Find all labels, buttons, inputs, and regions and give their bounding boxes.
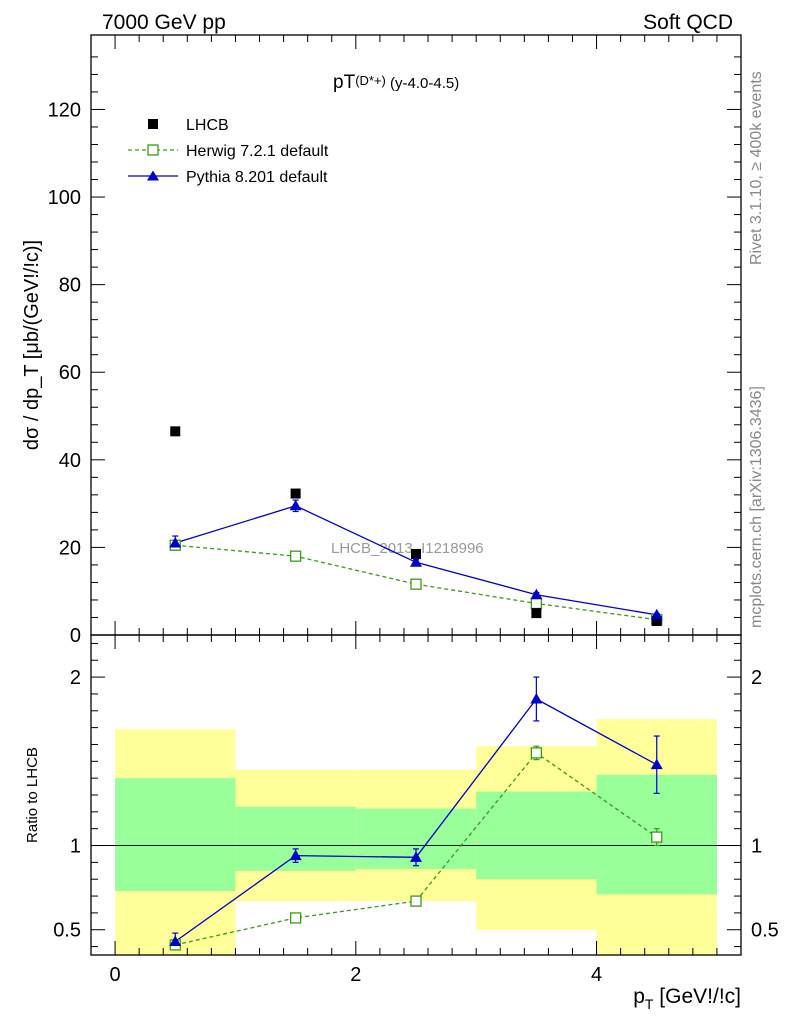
lhcb-point <box>651 615 662 626</box>
ratio-ticks: 0 2 4 0.5 0.5 1 1 2 2 <box>53 635 779 986</box>
legend-marker-herwig <box>147 144 159 156</box>
main-panel: LHCB_2013_I1218996 0 20 40 60 80 100 120 pT(D*… <box>21 34 742 647</box>
herwig-point <box>289 550 302 562</box>
header-right-label: Soft QCD <box>643 11 733 34</box>
ratio-pythia-point <box>410 851 422 862</box>
ratio-ytick-label-left: 1 <box>70 836 81 858</box>
lhcb-point <box>170 426 181 437</box>
header-left-label: 7000 GeV pp <box>102 11 226 34</box>
ratio-xtick-label: 0 <box>110 964 121 986</box>
main-series-layer <box>169 426 663 626</box>
main-ytick-label: 120 <box>48 99 81 121</box>
ratio-herwig-point <box>410 895 422 907</box>
lhcb-point <box>531 608 542 619</box>
ratio-pythia-point <box>169 935 182 947</box>
ratio-ytick-label-right: 2 <box>751 667 762 689</box>
main-ytick-label: 40 <box>59 450 81 472</box>
pythia-point <box>289 499 302 511</box>
x-axis-label: pT [GeV!/!c] <box>633 985 741 1012</box>
ratio-herwig-point <box>651 831 663 843</box>
pythia-point <box>169 537 182 548</box>
main-ticks: 0 20 40 60 80 100 120 <box>48 35 741 647</box>
main-ytick-label: 80 <box>59 275 81 297</box>
ratio-ytick-label-right: 1 <box>751 836 762 858</box>
ratio-panel: 0 2 4 0.5 0.5 1 1 2 2 Ratio to LHCB pT [GeV!/!c] <box>24 634 779 1012</box>
ratio-pythia-point <box>289 849 302 861</box>
pythia-point <box>410 556 422 567</box>
ratio-y-axis-label: Ratio to LHCB <box>24 747 41 843</box>
ratio-band-green <box>476 791 597 880</box>
herwig-point <box>410 578 422 590</box>
rivet-version-label: Rivet 3.1.10, ≥ 400k events <box>748 71 765 265</box>
ratio-herwig-line <box>175 752 658 946</box>
ratio-ytick-label-left: 0.5 <box>53 920 81 942</box>
lhcb-point <box>290 488 301 499</box>
ratio-pythia-point <box>530 693 543 704</box>
main-ytick-label: 100 <box>48 187 81 209</box>
ratio-herwig-point <box>289 912 302 924</box>
main-ytick-label: 20 <box>59 537 81 559</box>
ratio-ytick-label-right: 0.5 <box>751 920 779 942</box>
main-ytick-label: 0 <box>70 625 81 647</box>
plot-title: pT(D*+) (y-4.0-4.5) <box>333 72 459 93</box>
legend-label-pythia: Pythia 8.201 default <box>186 169 328 186</box>
main-ytick-label: 60 <box>59 362 81 384</box>
legend-marker-pythia <box>147 170 159 181</box>
legend: LHCB Herwig 7.2.1 default Pythia 8.201 d… <box>128 117 329 186</box>
mcplots-label: mcplots.cern.ch [arXiv:1306.3436] <box>748 386 765 628</box>
pythia-point <box>650 608 663 620</box>
analysis-watermark: LHCB_2013_I1218996 <box>331 540 484 557</box>
legend-label-lhcb: LHCB <box>186 117 229 134</box>
ratio-band-green <box>115 778 236 891</box>
legend-marker-lhcb <box>148 119 158 129</box>
svg-text:dσ / dp_T [μb/(GeV!/!c)]: dσ / dp_T [μb/(GeV!/!c)] <box>21 240 43 450</box>
ratio-ytick-label-left: 2 <box>70 667 81 689</box>
ratio-pythia-point <box>650 758 663 770</box>
herwig-line <box>175 544 657 621</box>
lhcb-point <box>411 548 421 559</box>
ratio-xtick-label: 4 <box>591 964 602 986</box>
main-y-axis-label: dσ / dp_T [μb/(GeV!/!c)] <box>21 240 43 450</box>
legend-label-herwig: Herwig 7.2.1 default <box>186 143 329 160</box>
herwig-point <box>530 597 543 610</box>
ratio-herwig-point <box>530 747 543 759</box>
ratio-series-layer <box>169 676 663 951</box>
ratio-xtick-label: 2 <box>350 964 361 986</box>
pythia-point <box>530 588 543 600</box>
svg-text:Ratio to LHCB: Ratio to LHCB <box>24 747 41 843</box>
